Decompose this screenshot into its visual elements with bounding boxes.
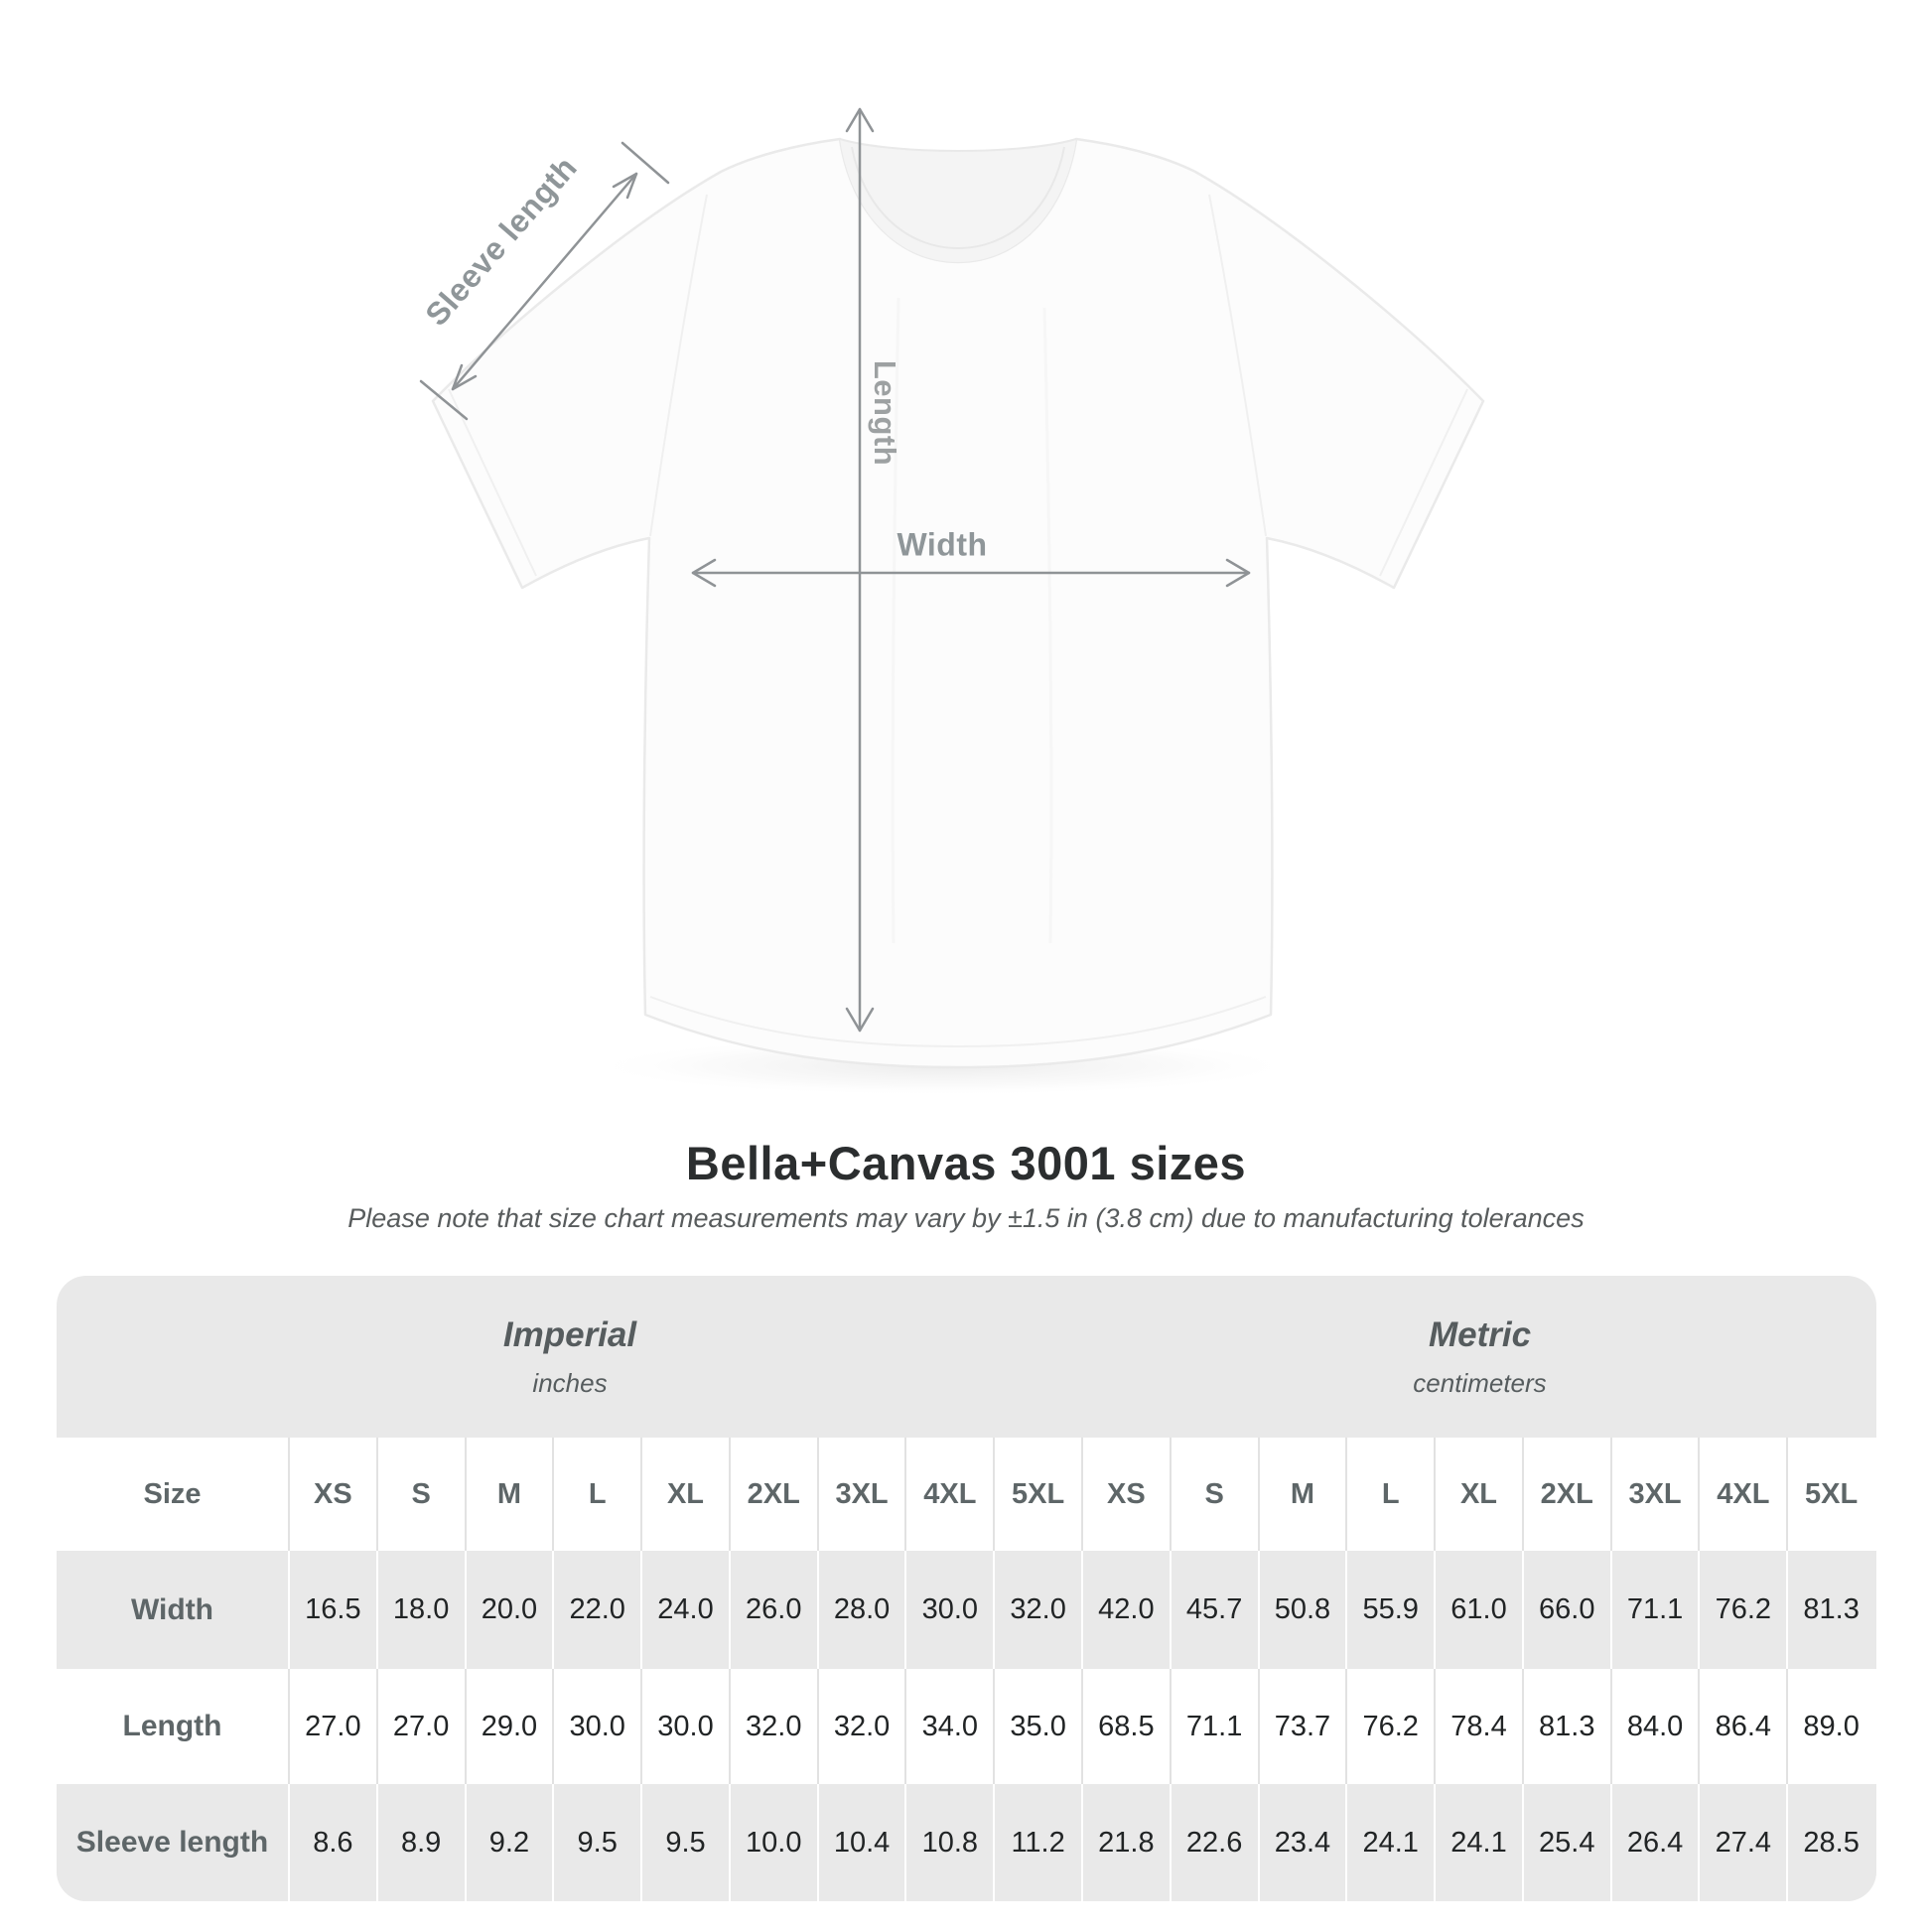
value-cell: 50.8 (1259, 1551, 1348, 1669)
value-cell: 32.0 (730, 1669, 819, 1784)
size-column-header: L (554, 1438, 643, 1551)
value-cell: 89.0 (1788, 1669, 1876, 1784)
metric-unit: centimeters (1413, 1367, 1547, 1398)
size-column-header: 2XL (730, 1438, 819, 1551)
size-corner-cell: Size (57, 1438, 290, 1551)
value-cell: 32.0 (818, 1669, 907, 1784)
value-cell: 84.0 (1611, 1669, 1701, 1784)
value-cell: 25.4 (1523, 1784, 1612, 1901)
width-label: Width (897, 526, 988, 563)
value-cell: 32.0 (995, 1551, 1083, 1669)
value-cell: 24.1 (1347, 1784, 1437, 1901)
size-column-header: L (1347, 1438, 1437, 1551)
value-cell: 81.3 (1788, 1551, 1876, 1669)
value-cell: 29.0 (466, 1669, 555, 1784)
size-column-header: 4XL (1700, 1438, 1789, 1551)
metric-label: Metric (1428, 1314, 1532, 1354)
value-cell: 9.5 (642, 1784, 731, 1901)
value-cell: 22.6 (1171, 1784, 1260, 1901)
metric-group-header: Metric centimeters (1083, 1276, 1876, 1438)
size-column-header: XS (290, 1438, 378, 1551)
size-chart-table: Imperial inches Metric centimeters Size X… (57, 1276, 1876, 1901)
value-cell: 76.2 (1700, 1551, 1789, 1669)
value-cell: 76.2 (1347, 1669, 1437, 1784)
value-cell: 11.2 (995, 1784, 1083, 1901)
imperial-unit: inches (532, 1367, 608, 1398)
value-cell: 73.7 (1259, 1669, 1348, 1784)
imperial-group-header: Imperial inches (57, 1276, 1083, 1438)
value-cell: 55.9 (1347, 1551, 1437, 1669)
size-column-header: S (1171, 1438, 1260, 1551)
value-cell: 28.5 (1788, 1784, 1876, 1901)
dimension-arrows (419, 107, 1251, 1033)
size-column-header: M (466, 1438, 555, 1551)
imperial-label: Imperial (502, 1314, 637, 1354)
page-title: Bella+Canvas 3001 sizes (685, 1137, 1247, 1189)
row-label: Length (57, 1669, 290, 1784)
value-cell: 81.3 (1523, 1669, 1612, 1784)
value-cell: 8.9 (377, 1784, 467, 1901)
size-column-header: M (1259, 1438, 1348, 1551)
tshirt-illustration (419, 107, 1485, 1096)
value-cell: 10.0 (730, 1784, 819, 1901)
size-column-header: XL (1436, 1438, 1524, 1551)
value-cell: 68.5 (1083, 1669, 1172, 1784)
size-column-header: XS (1083, 1438, 1172, 1551)
value-cell: 8.6 (290, 1784, 378, 1901)
size-column-header: 2XL (1523, 1438, 1612, 1551)
value-cell: 27.0 (290, 1669, 378, 1784)
value-cell: 30.0 (906, 1551, 996, 1669)
value-cell: 26.0 (730, 1551, 819, 1669)
value-cell: 71.1 (1611, 1551, 1701, 1669)
value-cell: 10.4 (818, 1784, 907, 1901)
value-cell: 30.0 (554, 1669, 643, 1784)
sleeve-length-arrow (419, 141, 670, 421)
value-cell: 61.0 (1436, 1551, 1524, 1669)
value-cell: 26.4 (1611, 1784, 1701, 1901)
length-label: Length (868, 359, 902, 467)
size-column-header: 4XL (906, 1438, 996, 1551)
value-cell: 34.0 (906, 1669, 996, 1784)
value-cell: 42.0 (1083, 1551, 1172, 1669)
value-cell: 24.0 (642, 1551, 731, 1669)
value-cell: 9.5 (554, 1784, 643, 1901)
value-cell: 27.4 (1700, 1784, 1789, 1901)
value-cell: 30.0 (642, 1669, 731, 1784)
size-column-header: S (377, 1438, 467, 1551)
size-column-header: 5XL (995, 1438, 1083, 1551)
value-cell: 78.4 (1436, 1669, 1524, 1784)
value-cell: 71.1 (1171, 1669, 1260, 1784)
row-label: Width (57, 1551, 290, 1669)
tshirt-shape (431, 137, 1485, 1096)
value-cell: 35.0 (995, 1669, 1083, 1784)
tolerance-note: Please note that size chart measurements… (347, 1203, 1585, 1233)
size-column-header: 3XL (818, 1438, 907, 1551)
row-label: Sleeve length (57, 1784, 290, 1901)
value-cell: 9.2 (466, 1784, 555, 1901)
size-column-header: 3XL (1611, 1438, 1701, 1551)
size-column-header: 5XL (1788, 1438, 1876, 1551)
width-arrow (691, 558, 1251, 588)
value-cell: 21.8 (1083, 1784, 1172, 1901)
size-column-header: XL (642, 1438, 731, 1551)
value-cell: 22.0 (554, 1551, 643, 1669)
value-cell: 86.4 (1700, 1669, 1789, 1784)
length-arrow (845, 107, 875, 1033)
value-cell: 66.0 (1523, 1551, 1612, 1669)
value-cell: 18.0 (377, 1551, 467, 1669)
value-cell: 20.0 (466, 1551, 555, 1669)
value-cell: 10.8 (906, 1784, 996, 1901)
value-cell: 27.0 (377, 1669, 467, 1784)
value-cell: 28.0 (818, 1551, 907, 1669)
size-grid: Imperial inches Metric centimeters Size X… (57, 1276, 1876, 1901)
value-cell: 24.1 (1436, 1784, 1524, 1901)
value-cell: 16.5 (290, 1551, 378, 1669)
value-cell: 23.4 (1259, 1784, 1348, 1901)
value-cell: 45.7 (1171, 1551, 1260, 1669)
